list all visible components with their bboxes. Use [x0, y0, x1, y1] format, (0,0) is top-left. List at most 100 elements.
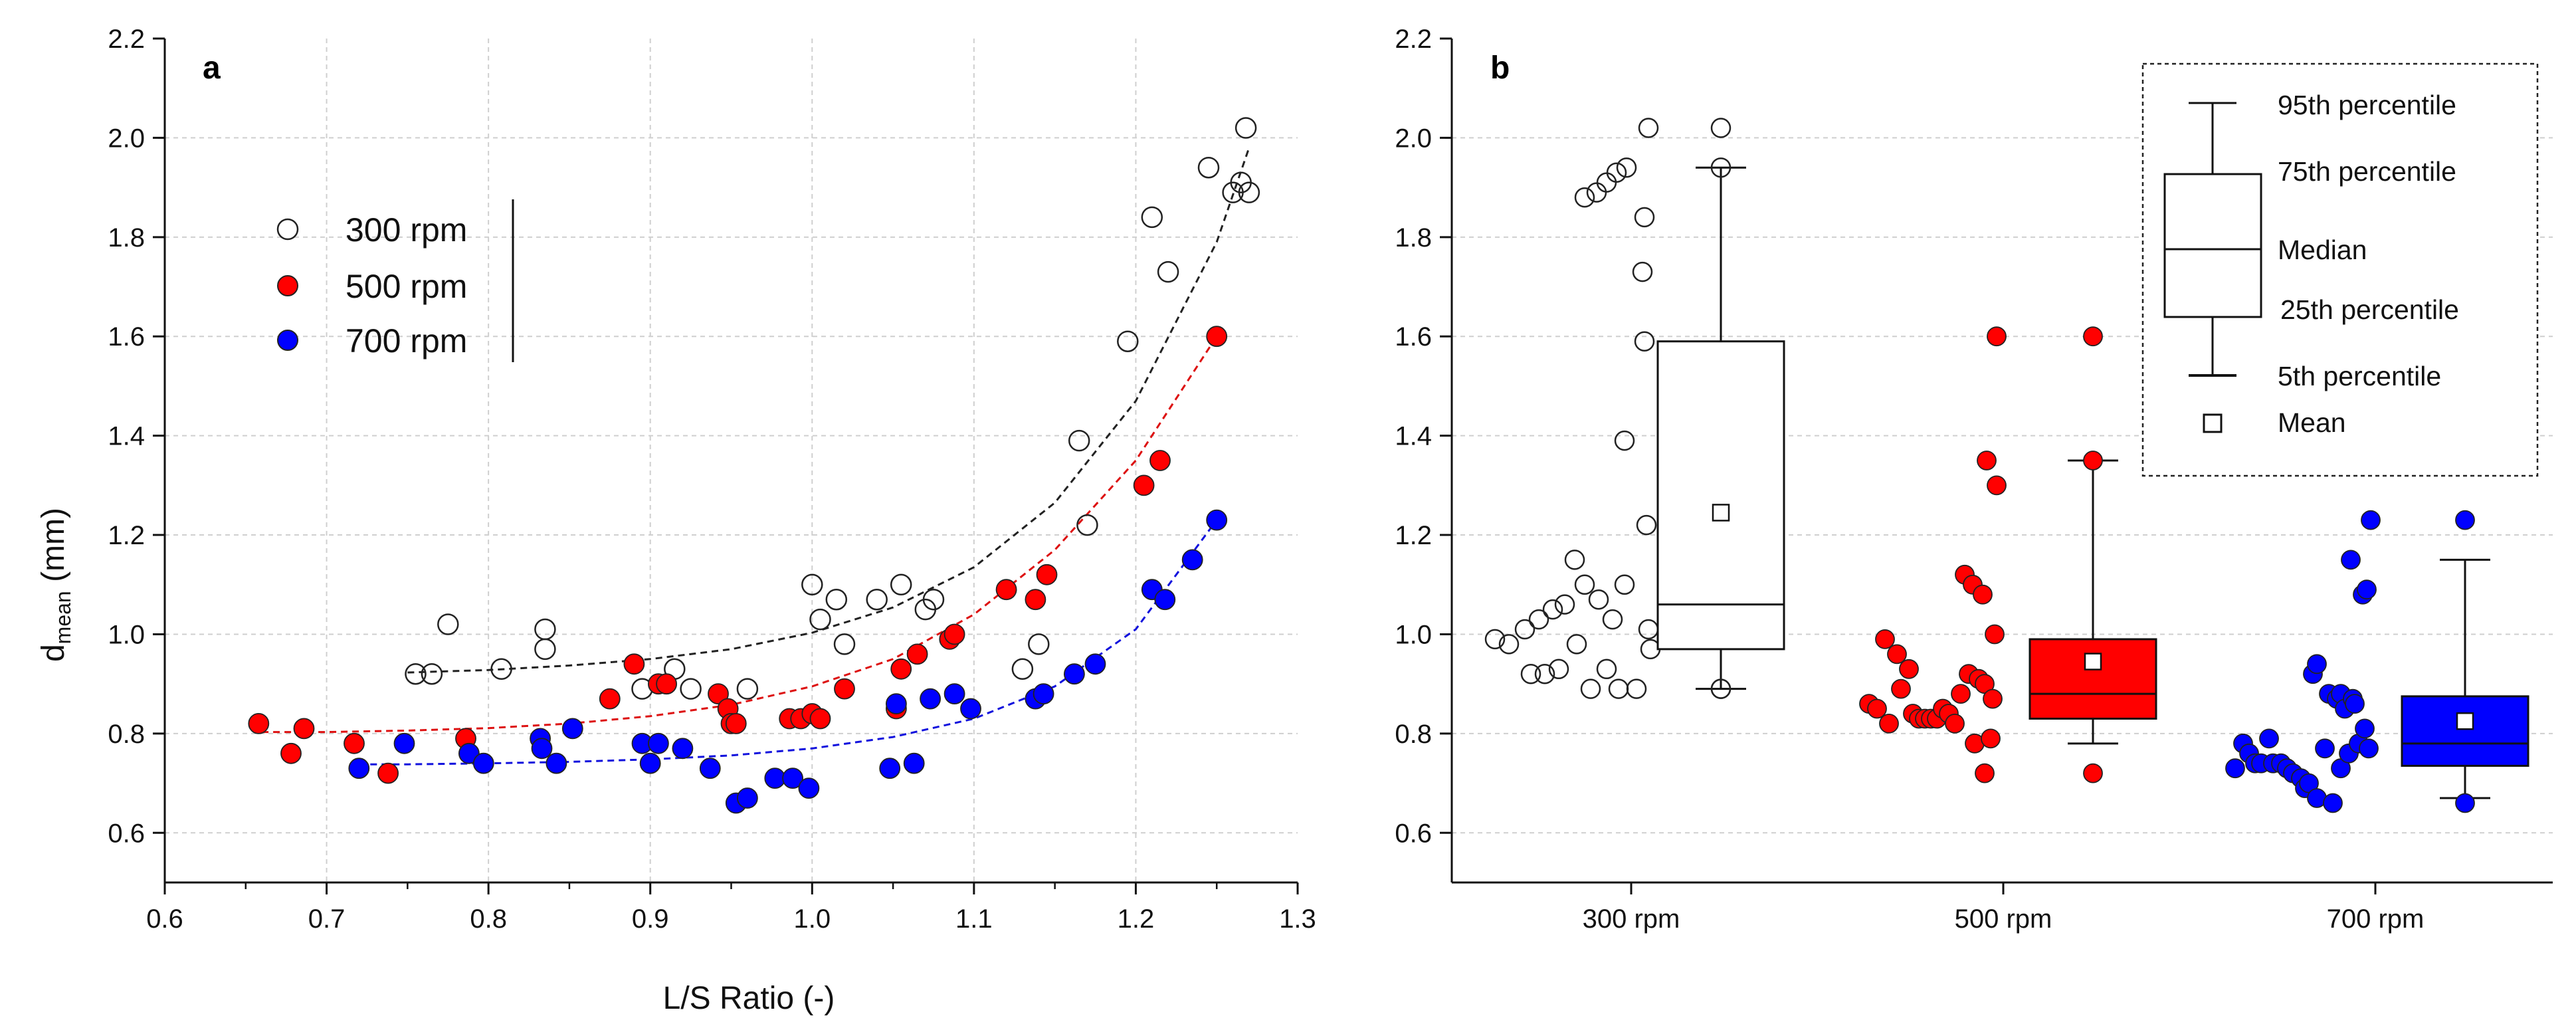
jitter-point — [1973, 584, 1993, 605]
jitter-point — [1554, 594, 1575, 615]
jitter-point — [1875, 629, 1895, 649]
data-point — [1157, 260, 1179, 283]
jitter-point — [1983, 688, 2003, 709]
jitter-point — [1596, 659, 1617, 680]
x-tick-label: 0.8 — [470, 904, 507, 934]
data-point — [798, 777, 820, 799]
data-point — [890, 573, 912, 596]
jitter-point — [1867, 698, 1887, 719]
y-title-subscript: mean — [51, 591, 75, 644]
data-point — [561, 718, 583, 740]
data-point — [834, 678, 855, 700]
box — [1656, 340, 1785, 651]
data-point — [405, 663, 427, 685]
data-point — [708, 683, 729, 704]
data-point — [890, 658, 912, 680]
data-point — [1084, 653, 1106, 675]
panel-b-groups — [1484, 118, 2529, 813]
data-point — [736, 678, 759, 700]
data-point — [906, 643, 928, 665]
outlier-point — [2455, 510, 2475, 530]
jitter-point — [1899, 659, 1919, 679]
data-point — [531, 738, 553, 760]
data-point — [534, 638, 556, 661]
data-point — [672, 738, 694, 760]
data-point — [1076, 514, 1098, 536]
data-point — [458, 742, 480, 764]
data-point — [1028, 633, 1050, 655]
jitter-point — [1636, 514, 1657, 536]
panel-a-scatter-chart: 0.6 0.7 0.8 0.9 1.0 1.1 1.2 1.3 0.6 0.8 1.0 1.2 1.4 1… — [36, 25, 1316, 1016]
x-tick-label: 500 rpm — [1955, 904, 2052, 934]
x-tick-label: 1.1 — [955, 904, 993, 934]
data-point — [280, 742, 302, 764]
data-point — [809, 708, 831, 730]
jitter-point — [1484, 629, 1506, 650]
outlier-point — [2083, 326, 2103, 347]
y-tick-label: 1.8 — [1395, 223, 1432, 253]
data-point — [1011, 658, 1034, 680]
data-point — [639, 752, 661, 774]
box — [2401, 695, 2529, 767]
mean-marker — [1712, 504, 1730, 522]
panel-a-points — [248, 117, 1260, 814]
jitter-point — [1534, 663, 1555, 684]
legend-box-frame — [2141, 62, 2539, 477]
jitter-point — [1891, 678, 1911, 699]
y-tick-label: 1.2 — [108, 521, 145, 550]
data-point — [472, 752, 494, 774]
jitter-point — [1616, 157, 1637, 178]
jitter-point — [2359, 738, 2379, 759]
data-point — [1154, 589, 1176, 611]
data-point — [293, 718, 315, 740]
legend-box — [2163, 173, 2262, 318]
jitter-point — [1574, 574, 1595, 595]
x-tick-label: 300 rpm — [1583, 904, 1680, 934]
legend-p5-label: 5th percentile — [2278, 361, 2441, 391]
jitter-point — [1614, 430, 1635, 451]
panel-a-legend: 300 rpm 500 rpm 700 rpm — [276, 199, 514, 362]
data-point — [725, 713, 747, 734]
data-point — [825, 588, 848, 611]
jitter-point — [1987, 326, 2007, 347]
data-point — [995, 579, 1017, 601]
panel-b-legend: 95th percentile 75th percentile Median 2… — [2141, 62, 2539, 477]
jitter-point — [1498, 634, 1520, 655]
jitter-point — [1602, 609, 1623, 630]
data-point — [782, 768, 803, 789]
data-point — [1068, 429, 1090, 452]
legend-mean-label: Mean — [2278, 407, 2346, 438]
data-point — [943, 683, 965, 704]
jitter-point — [2345, 694, 2365, 714]
jitter-point — [2341, 550, 2361, 570]
data-point — [801, 573, 823, 596]
data-point — [656, 673, 677, 695]
legend-p25-label: 25th percentile — [2280, 294, 2459, 325]
outlier-point — [2455, 793, 2475, 813]
mean-marker — [2456, 712, 2474, 730]
data-point — [809, 608, 831, 631]
y-tick-label: 2.2 — [1395, 25, 1432, 54]
jitter-point — [1548, 659, 1569, 680]
data-point — [960, 698, 981, 720]
fit-curve — [407, 147, 1250, 674]
jitter-point — [1985, 624, 2005, 645]
y-tick-label: 1.6 — [108, 322, 145, 352]
data-point — [922, 588, 945, 611]
jitter-point — [2225, 758, 2245, 779]
jitter-point — [1977, 451, 1997, 470]
jitter-point — [1528, 609, 1549, 630]
data-point — [1025, 589, 1046, 611]
data-point — [1181, 549, 1203, 571]
data-point — [490, 658, 512, 680]
data-point — [1238, 181, 1260, 203]
jitter-point — [1574, 187, 1595, 208]
jitter-point — [2307, 654, 2327, 674]
data-point — [833, 633, 856, 655]
data-point — [1197, 156, 1220, 179]
outlier-point — [2083, 763, 2103, 783]
jitter-point — [2315, 738, 2335, 759]
y-tick-label: 1.8 — [108, 223, 145, 253]
x-tick-label: 1.0 — [793, 904, 831, 934]
